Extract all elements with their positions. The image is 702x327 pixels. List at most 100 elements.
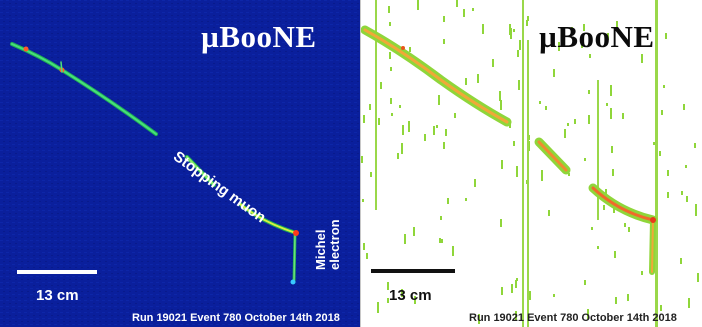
noise-hit bbox=[389, 52, 391, 59]
noise-hit bbox=[539, 101, 541, 104]
noise-hit bbox=[369, 104, 371, 110]
noise-hit bbox=[584, 158, 586, 161]
noise-hit bbox=[628, 227, 630, 232]
left-microboone-logo: µBooNE bbox=[201, 19, 317, 54]
noise-hit bbox=[397, 153, 399, 159]
noise-hit bbox=[378, 118, 380, 125]
noise-hit bbox=[501, 287, 503, 295]
noise-hit bbox=[438, 95, 440, 105]
noise-hit bbox=[564, 129, 566, 138]
noise-hit bbox=[433, 126, 435, 135]
noise-hit bbox=[688, 298, 690, 308]
noise-hit bbox=[610, 108, 612, 119]
noise-hit bbox=[606, 103, 608, 106]
noise-hit bbox=[581, 43, 583, 48]
noise-hit bbox=[408, 121, 410, 132]
noise-hit bbox=[500, 100, 502, 110]
noise-hit bbox=[683, 104, 685, 110]
right-hit-canvas bbox=[361, 0, 699, 327]
right-microboone-logo: µBooNE bbox=[539, 19, 655, 54]
noise-hit bbox=[482, 24, 484, 34]
noise-hit bbox=[409, 47, 411, 52]
noise-hit bbox=[553, 69, 555, 77]
noise-hit bbox=[465, 78, 467, 85]
noise-hit bbox=[558, 42, 560, 51]
noise-hit bbox=[363, 115, 365, 123]
noise-hit bbox=[443, 16, 445, 22]
noise-hit bbox=[447, 198, 449, 204]
noise-hit bbox=[417, 0, 419, 10]
noise-hit bbox=[681, 191, 683, 195]
noise-hit bbox=[516, 278, 518, 281]
noise-hit bbox=[363, 243, 365, 250]
noise-hit bbox=[660, 305, 662, 311]
left-run-info: Run 19021 Event 780 October 14th 2018 bbox=[132, 312, 340, 324]
noise-hit bbox=[477, 74, 479, 83]
noise-hit bbox=[517, 50, 519, 57]
noise-hit bbox=[519, 40, 521, 50]
michel-label-line1: Michel bbox=[313, 229, 328, 270]
noise-hit bbox=[499, 91, 501, 101]
michel-electron-label: Michel electron bbox=[313, 219, 342, 270]
noise-hit bbox=[665, 33, 667, 39]
noise-hit bbox=[685, 165, 687, 168]
noise-hit bbox=[390, 98, 392, 104]
noise-hit bbox=[610, 85, 612, 96]
noise-hit bbox=[500, 219, 502, 227]
noise-hit bbox=[695, 204, 697, 214]
noise-hit bbox=[527, 16, 529, 21]
noise-hit bbox=[663, 85, 665, 88]
noise-hit bbox=[574, 119, 576, 124]
noise-hit bbox=[553, 294, 555, 297]
muon-hits-track bbox=[361, 25, 658, 275]
noise-hit bbox=[583, 24, 585, 31]
noise-hit bbox=[513, 141, 515, 146]
noise-hit bbox=[404, 234, 406, 244]
noise-hit bbox=[474, 179, 476, 187]
noise-hit bbox=[472, 8, 474, 11]
noise-hit bbox=[454, 113, 456, 118]
right-event-display: µBooNE 13 cm Run 19021 Event 780 October… bbox=[360, 0, 702, 327]
noise-hit bbox=[587, 309, 589, 319]
noise-hit bbox=[440, 216, 442, 220]
noise-hit bbox=[615, 297, 617, 304]
noise-hit bbox=[603, 205, 605, 210]
noise-hit bbox=[501, 160, 503, 169]
noise-hit bbox=[511, 284, 513, 293]
noise-hit bbox=[439, 238, 441, 243]
noise-hit bbox=[366, 253, 368, 259]
noise-hit bbox=[414, 296, 416, 304]
noise-hit bbox=[443, 142, 445, 149]
noise-hit bbox=[463, 9, 465, 17]
noise-hit bbox=[401, 143, 403, 154]
right-scale-bar bbox=[371, 269, 455, 273]
noise-hit bbox=[362, 199, 364, 202]
noise-hit bbox=[399, 105, 401, 108]
noise-hit bbox=[452, 246, 454, 256]
noise-hit bbox=[571, 27, 573, 33]
noise-hit bbox=[413, 227, 415, 236]
noise-hit bbox=[661, 110, 663, 115]
noise-hit bbox=[607, 33, 609, 40]
noise-hit bbox=[641, 54, 643, 57]
noise-hit bbox=[441, 239, 443, 243]
noise-hit bbox=[387, 298, 389, 303]
noise-hit bbox=[361, 156, 363, 163]
noise-hit bbox=[387, 282, 389, 290]
noise-hit bbox=[492, 59, 494, 67]
noise-hit bbox=[443, 39, 445, 44]
noise-hit bbox=[653, 142, 655, 145]
noise-hit bbox=[541, 170, 543, 181]
wire-columns bbox=[375, 0, 658, 327]
noise-hit bbox=[627, 294, 629, 301]
noise-hit bbox=[391, 113, 393, 116]
noise-hit bbox=[515, 311, 517, 321]
left-scale-label: 13 cm bbox=[36, 287, 79, 304]
noise-hit bbox=[526, 20, 528, 26]
noise-hit bbox=[370, 172, 372, 177]
right-scale-label: 13 cm bbox=[389, 287, 432, 304]
left-event-display: µBooNE Stopping muon Michel electron 13 … bbox=[0, 0, 360, 327]
noise-hit bbox=[680, 258, 682, 264]
noise-hit bbox=[591, 227, 593, 230]
noise-hit bbox=[402, 125, 404, 135]
